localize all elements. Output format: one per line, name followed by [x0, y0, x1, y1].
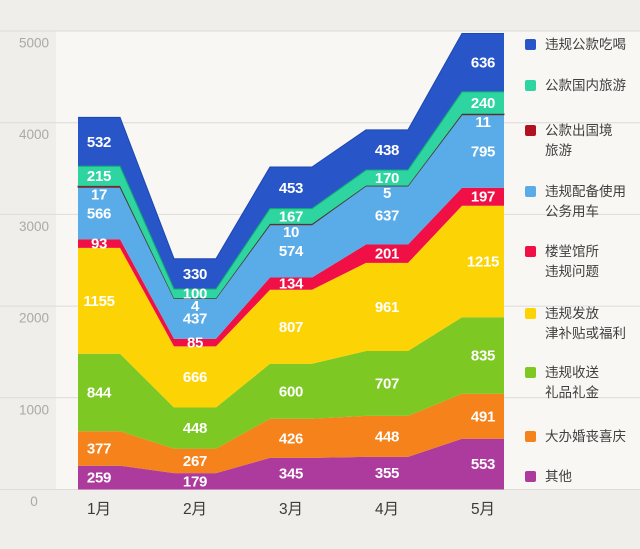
legend-item-大办婚丧喜庆[interactable]: 大办婚丧喜庆 — [525, 427, 626, 447]
legend-swatch-icon — [525, 431, 536, 442]
area-series-8 — [78, 393, 504, 474]
value-label-违规收送礼品礼金-1月: 844 — [87, 385, 112, 402]
area-series-5 — [78, 187, 504, 347]
area-series-2 — [78, 91, 504, 299]
y-tick-label-4000: 4000 — [19, 127, 49, 142]
value-label-违规收送礼品礼金-2月: 448 — [183, 420, 207, 437]
value-label-违规发放津补贴或福利-2月: 666 — [183, 369, 207, 386]
value-label-违规发放津补贴或福利-3月: 807 — [279, 319, 303, 336]
value-label-违规发放津补贴或福利-4月: 961 — [375, 299, 399, 316]
area-series-3 — [77, 113, 505, 300]
area-series-6 — [78, 205, 504, 408]
y-tick-label-5000: 5000 — [19, 36, 49, 51]
y-tick-label-0: 0 — [30, 494, 38, 509]
legend-label: 公款国内旅游 — [545, 78, 626, 93]
legend-item-公款国内旅游[interactable]: 公款国内旅游 — [525, 76, 626, 96]
legend-label: 楼堂馆所 违规问题 — [545, 244, 599, 279]
legend-swatch-icon — [525, 246, 536, 257]
area-series-4 — [78, 114, 504, 339]
value-label-大办婚丧喜庆-2月: 267 — [183, 453, 207, 470]
value-label-公款国内旅游-3月: 167 — [279, 208, 303, 225]
legend-item-公款出国境旅游[interactable]: 公款出国境 旅游 — [525, 121, 613, 161]
legend-swatch-icon — [525, 308, 536, 319]
value-label-其他-4月: 355 — [375, 465, 399, 482]
value-label-违规配备使用公务用车-3月: 574 — [279, 243, 304, 260]
legend-item-违规配备使用公务用车[interactable]: 违规配备使用 公务用车 — [525, 182, 626, 222]
area-top-edge — [78, 91, 504, 290]
value-label-其他-3月: 345 — [279, 466, 303, 483]
value-label-公款国内旅游-5月: 240 — [471, 95, 495, 112]
legend-label: 其他 — [545, 469, 572, 484]
value-label-违规收送礼品礼金-4月: 707 — [375, 375, 399, 392]
value-label-楼堂馆所违规问题-3月: 134 — [279, 276, 304, 293]
legend-item-楼堂馆所违规问题[interactable]: 楼堂馆所 违规问题 — [525, 242, 599, 282]
legend-label: 公款出国境 旅游 — [545, 123, 613, 158]
value-label-违规公款吃喝-3月: 453 — [279, 180, 303, 197]
legend-label: 违规公款吃喝 — [545, 37, 626, 52]
value-label-违规配备使用公务用车-1月: 566 — [87, 205, 111, 222]
value-label-违规公款吃喝-4月: 438 — [375, 142, 399, 159]
value-label-其他-5月: 553 — [471, 456, 495, 473]
x-tick-label-2: 2月 — [183, 501, 207, 518]
value-label-大办婚丧喜庆-5月: 491 — [471, 408, 495, 425]
legend-swatch-icon — [525, 186, 536, 197]
legend-swatch-icon — [525, 471, 536, 482]
legend-label: 大办婚丧喜庆 — [545, 429, 626, 444]
legend-label: 违规收送 礼品礼金 — [545, 365, 599, 400]
value-label-公款出国境旅游-1月: 17 — [91, 186, 107, 203]
value-label-违规公款吃喝-1月: 532 — [87, 134, 111, 151]
area-series-1 — [78, 33, 504, 289]
value-label-违规发放津补贴或福利-5月: 1215 — [467, 254, 499, 271]
legend-swatch-icon — [525, 125, 536, 136]
value-label-楼堂馆所违规问题-1月: 93 — [91, 236, 107, 253]
legend-swatch-icon — [525, 367, 536, 378]
value-label-大办婚丧喜庆-4月: 448 — [375, 428, 399, 445]
x-tick-label-5: 5月 — [471, 501, 495, 518]
y-tick-label-3000: 3000 — [19, 219, 49, 234]
value-label-公款国内旅游-4月: 170 — [375, 170, 399, 187]
legend-item-违规收送礼品礼金[interactable]: 违规收送 礼品礼金 — [525, 363, 599, 403]
y-tick-label-1000: 1000 — [19, 402, 49, 417]
value-label-其他-2月: 179 — [183, 473, 207, 490]
x-tick-label-1: 1月 — [87, 501, 111, 518]
value-label-公款国内旅游-2月: 100 — [183, 286, 207, 303]
value-label-楼堂馆所违规问题-2月: 85 — [187, 335, 203, 352]
value-label-公款出国境旅游-3月: 10 — [283, 224, 299, 241]
value-label-违规公款吃喝-2月: 330 — [183, 266, 207, 283]
area-top-edge — [78, 32, 504, 260]
value-label-公款国内旅游-1月: 215 — [87, 168, 111, 185]
legend-swatch-icon — [525, 80, 536, 91]
value-label-公款出国境旅游-2月: 4 — [191, 298, 200, 315]
value-label-违规发放津补贴或福利-1月: 1155 — [83, 293, 114, 310]
value-label-违规配备使用公务用车-5月: 795 — [471, 143, 495, 160]
value-label-公款出国境旅游-4月: 5 — [383, 185, 391, 202]
x-tick-label-4: 4月 — [375, 501, 399, 518]
value-label-违规收送礼品礼金-3月: 600 — [279, 383, 303, 400]
value-label-违规配备使用公务用车-2月: 437 — [183, 311, 207, 328]
legend-swatch-icon — [525, 39, 536, 50]
value-label-大办婚丧喜庆-1月: 377 — [87, 441, 111, 458]
value-label-楼堂馆所违规问题-5月: 197 — [471, 189, 495, 206]
value-label-楼堂馆所违规问题-4月: 201 — [375, 246, 399, 263]
y-tick-label-2000: 2000 — [19, 311, 49, 326]
value-label-违规收送礼品礼金-5月: 835 — [471, 348, 495, 365]
x-tick-label-3: 3月 — [279, 501, 303, 518]
legend-item-其他[interactable]: 其他 — [525, 467, 572, 487]
legend-item-违规公款吃喝[interactable]: 违规公款吃喝 — [525, 35, 626, 55]
value-label-其他-1月: 259 — [87, 470, 111, 487]
value-label-违规配备使用公务用车-4月: 637 — [375, 207, 399, 224]
value-label-公款出国境旅游-5月: 11 — [475, 114, 490, 131]
legend-label: 违规发放 津补贴或福利 — [545, 306, 626, 341]
value-label-违规公款吃喝-5月: 636 — [471, 55, 495, 72]
legend-label: 违规配备使用 公务用车 — [545, 184, 626, 219]
area-series-7 — [78, 317, 504, 449]
legend-item-违规发放津补贴或福利[interactable]: 违规发放 津补贴或福利 — [525, 304, 626, 344]
area-series-9 — [78, 438, 504, 490]
value-label-大办婚丧喜庆-3月: 426 — [279, 430, 303, 447]
